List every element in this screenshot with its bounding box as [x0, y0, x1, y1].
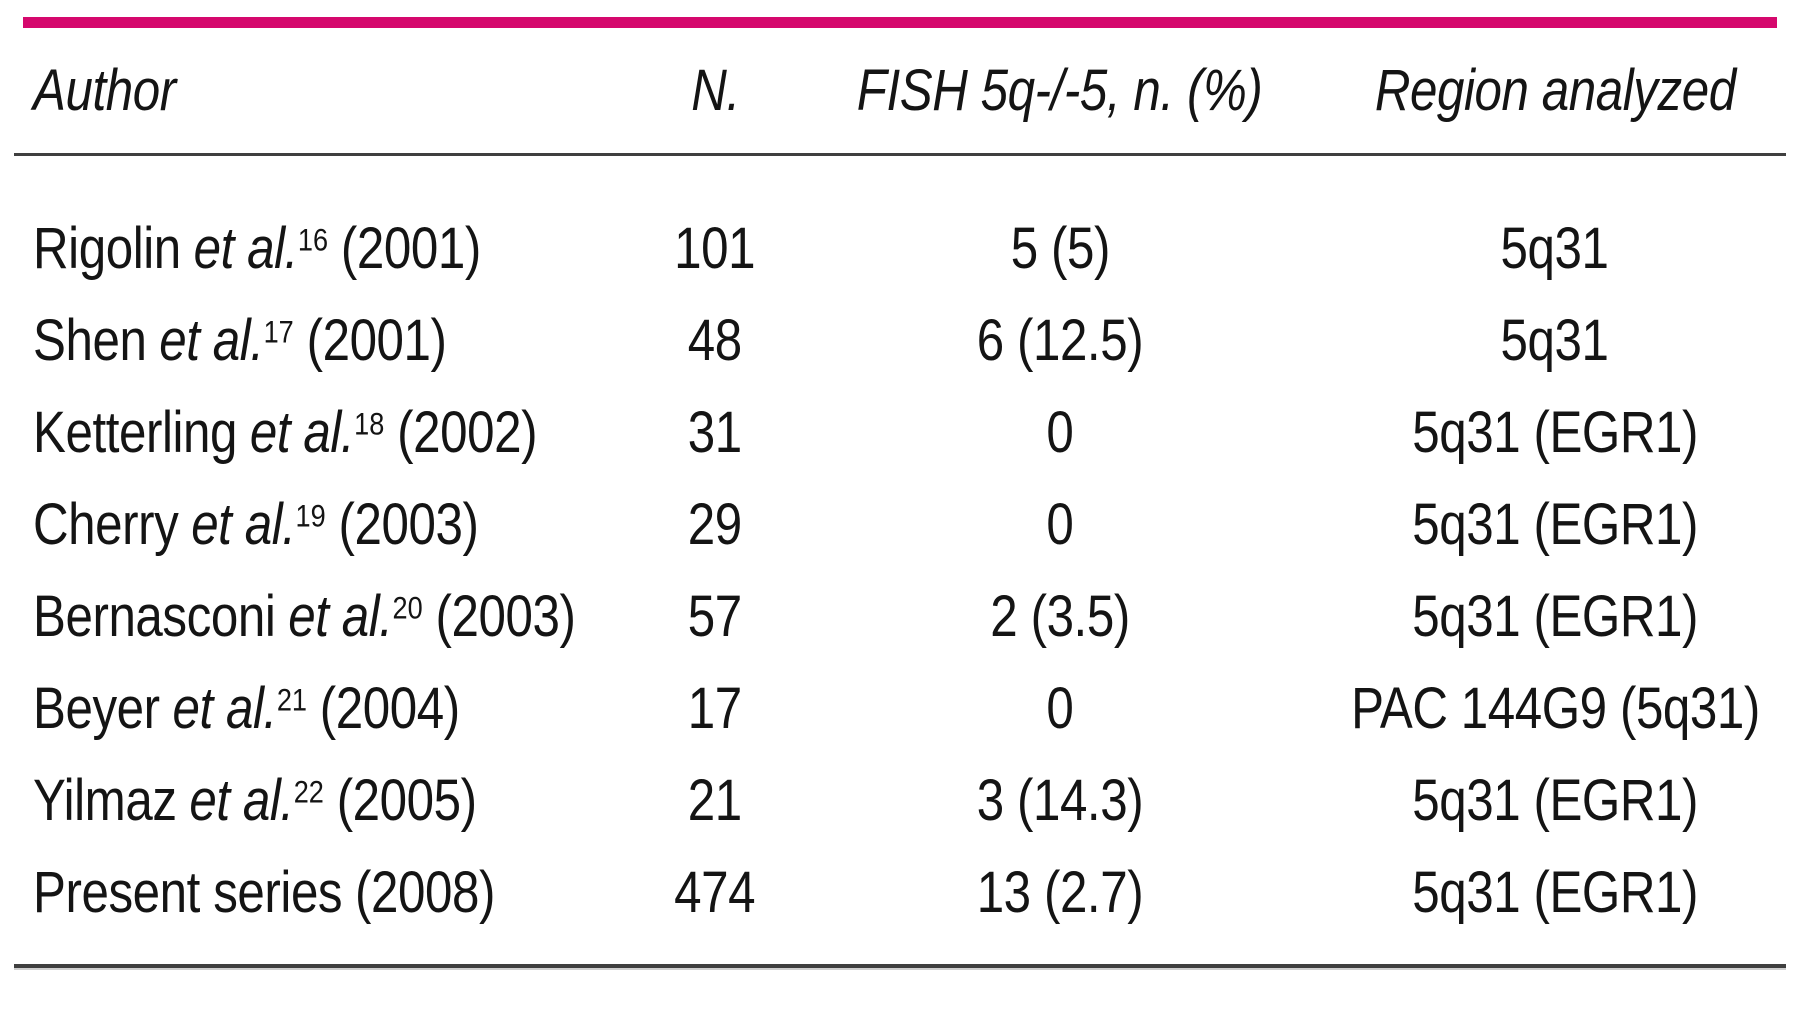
header-region-label: Region analyzed	[1374, 58, 1736, 123]
author-cell: Bernasconi et al.20 (2003)	[0, 583, 620, 650]
header-fish: FISH 5q-/-5, n. (%)	[810, 57, 1310, 124]
author-etal: et al.	[249, 399, 355, 465]
fish-cell: 13 (2.7)	[976, 859, 1144, 925]
author-cell: Beyer et al.21 (2004)	[0, 675, 620, 742]
header-rule	[14, 153, 1786, 156]
author-name: Yilmaz	[33, 767, 177, 833]
n-cell: 48	[687, 307, 742, 373]
reference-superscript: 16	[297, 220, 329, 257]
author-name: Present series	[33, 859, 343, 925]
author-name: Shen	[33, 307, 147, 373]
author-cell: Ketterling et al.18 (2002)	[0, 399, 620, 466]
fish-cell: 0	[1046, 675, 1074, 741]
author-year: (2003)	[338, 491, 479, 557]
author-etal: et al.	[288, 583, 393, 649]
region-cell: 5q31 (EGR1)	[1412, 583, 1698, 649]
region-cell: PAC 144G9 (5q31)	[1350, 675, 1760, 741]
reference-superscript: 20	[392, 588, 423, 625]
author-etal: et al.	[193, 215, 299, 281]
fish-cell: 0	[1046, 399, 1074, 465]
reference-superscript: 21	[276, 680, 307, 717]
studies-table: Author N. FISH 5q-/-5, n. (%) Region ana…	[0, 28, 1800, 968]
author-cell: Shen et al.17 (2001)	[0, 307, 620, 374]
n-cell: 474	[674, 859, 756, 925]
table-row: Cherry et al.19 (2003) 29 0 5q31 (EGR1)	[0, 478, 1800, 570]
region-cell: 5q31	[1501, 307, 1609, 373]
table-row: Bernasconi et al.20 (2003) 57 2 (3.5) 5q31…	[0, 570, 1800, 662]
reference-superscript: 18	[354, 404, 385, 441]
header-n: N.	[620, 57, 810, 124]
header-region: Region analyzed	[1310, 57, 1800, 124]
n-cell: 29	[687, 491, 742, 557]
author-etal: et al.	[159, 307, 264, 373]
author-cell: Rigolin et al.16 (2001)	[0, 215, 620, 282]
author-name: Rigolin	[33, 215, 181, 281]
table-row: Beyer et al.21 (2004) 17 0 PAC 144G9 (5q31…	[0, 662, 1800, 754]
header-author-label: Author	[33, 58, 176, 123]
region-cell: 5q31	[1501, 215, 1609, 281]
table-row: Rigolin et al.16 (2001) 101 5 (5) 5q31	[0, 202, 1800, 294]
header-n-label: N.	[690, 58, 740, 123]
author-name: Ketterling	[33, 399, 238, 465]
table-row: Present series (2008) 474 13 (2.7) 5q31 (…	[0, 846, 1800, 938]
header-fish-label: FISH 5q-/-5, n. (%)	[857, 58, 1263, 123]
author-etal: et al.	[189, 767, 294, 833]
n-cell: 31	[687, 399, 742, 465]
n-cell: 21	[687, 767, 742, 833]
table-row: Shen et al.17 (2001) 48 6 (12.5) 5q31	[0, 294, 1800, 386]
table-body: Rigolin et al.16 (2001) 101 5 (5) 5q31 She…	[0, 156, 1800, 938]
region-cell: 5q31 (EGR1)	[1412, 491, 1698, 557]
author-year: (2001)	[340, 215, 481, 281]
fish-cell: 5 (5)	[1010, 215, 1110, 281]
author-cell: Present series (2008)	[0, 859, 620, 926]
author-name: Beyer	[33, 675, 160, 741]
author-year: (2001)	[306, 307, 447, 373]
author-year: (2005)	[336, 767, 477, 833]
fish-cell: 2 (3.5)	[990, 583, 1130, 649]
author-name: Cherry	[33, 491, 179, 557]
table-row: Yilmaz et al.22 (2005) 21 3 (14.3) 5q31 (E…	[0, 754, 1800, 846]
region-cell: 5q31 (EGR1)	[1412, 859, 1698, 925]
n-cell: 17	[687, 675, 742, 741]
author-year: (2004)	[319, 675, 460, 741]
author-year: (2003)	[435, 583, 576, 649]
reference-superscript: 19	[295, 496, 326, 533]
reference-superscript: 17	[263, 312, 294, 349]
fish-cell: 0	[1046, 491, 1074, 557]
reference-superscript: 22	[293, 772, 324, 809]
header-author: Author	[0, 57, 620, 124]
fish-cell: 6 (12.5)	[976, 307, 1144, 373]
accent-top-bar	[23, 17, 1777, 28]
fish-cell: 3 (14.3)	[976, 767, 1144, 833]
author-etal: et al.	[191, 491, 296, 557]
table-header-row: Author N. FISH 5q-/-5, n. (%) Region ana…	[0, 28, 1800, 153]
author-cell: Cherry et al.19 (2003)	[0, 491, 620, 558]
region-cell: 5q31 (EGR1)	[1412, 767, 1698, 833]
n-cell: 57	[687, 583, 742, 649]
author-cell: Yilmaz et al.22 (2005)	[0, 767, 620, 834]
n-cell: 101	[674, 215, 756, 281]
table-row: Ketterling et al.18 (2002) 31 0 5q31 (EGR1…	[0, 386, 1800, 478]
author-year: (2002)	[397, 399, 538, 465]
bottom-rule	[14, 964, 1786, 968]
region-cell: 5q31 (EGR1)	[1412, 399, 1698, 465]
author-etal: et al.	[172, 675, 277, 741]
author-name: Bernasconi	[33, 583, 276, 649]
author-year: (2008)	[354, 859, 495, 925]
